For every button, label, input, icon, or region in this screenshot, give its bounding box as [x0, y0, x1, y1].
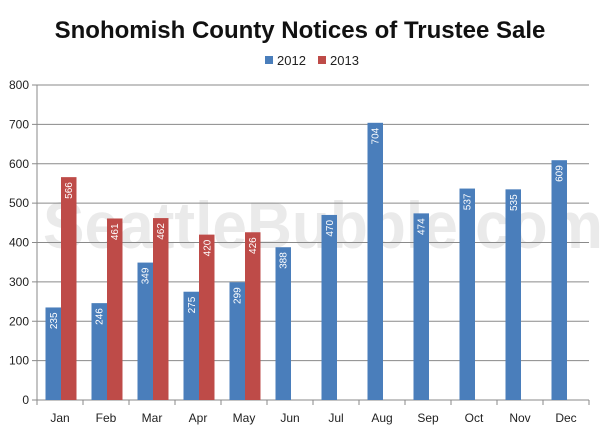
data-label: 461 [110, 223, 121, 240]
legend: 2012 2013 [265, 53, 359, 68]
data-label: 535 [509, 194, 520, 211]
bar-2012-Jan [45, 307, 61, 400]
y-tick-label: 400 [9, 236, 29, 250]
bar-2013-Jan [61, 177, 77, 400]
y-tick-label: 500 [9, 196, 29, 210]
x-tick-label: Jan [50, 411, 69, 425]
data-label: 235 [49, 312, 60, 329]
bar-2012-Nov [505, 189, 521, 400]
x-tick-label: Mar [142, 411, 163, 425]
legend-label-2012: 2012 [277, 53, 306, 68]
y-tick-label: 0 [22, 393, 29, 407]
data-label: 462 [156, 223, 167, 240]
y-axis: 0 100 200 300 400 500 600 700 800 [9, 78, 38, 407]
data-label: 349 [141, 267, 152, 284]
bar-2013-May [245, 232, 261, 400]
data-labels: 235 246 349 275 299 388 470 704 474 537 535 609 566 4… [49, 127, 566, 329]
x-tick-label: Dec [555, 411, 576, 425]
data-label: 246 [95, 308, 106, 325]
legend-swatch-2012 [265, 56, 273, 64]
bar-2012-Dec [551, 160, 567, 400]
x-tick-label: Sep [417, 411, 439, 425]
bar-2012-Oct [459, 188, 475, 400]
y-tick-label: 300 [9, 275, 29, 289]
data-label: 470 [325, 220, 336, 237]
bar-2012-Aug [367, 122, 383, 401]
data-label: 275 [187, 296, 198, 313]
x-tick-label: Jul [328, 411, 343, 425]
legend-label-2013: 2013 [330, 53, 359, 68]
legend-swatch-2013 [318, 56, 326, 64]
bar-2012-Feb [91, 303, 107, 400]
data-label: 420 [202, 239, 213, 256]
bar-2012-Mar [137, 262, 153, 400]
bar-2012-Jul [321, 214, 337, 400]
x-tick-label: Aug [371, 411, 392, 425]
bar-2012-Jun [275, 247, 291, 400]
data-label: 474 [417, 218, 428, 235]
bar-2012-May [229, 282, 245, 400]
x-tick-label: Oct [465, 411, 484, 425]
data-label: 704 [371, 127, 382, 144]
data-label: 299 [233, 287, 244, 304]
y-tick-label: 700 [9, 117, 29, 131]
y-tick-label: 800 [9, 78, 29, 92]
data-label: 566 [64, 182, 75, 199]
x-tick-label: Nov [509, 411, 530, 425]
data-label: 609 [555, 165, 566, 182]
data-label: 388 [279, 252, 290, 269]
x-tick-label: Feb [96, 411, 117, 425]
bar-2013-Mar [153, 218, 169, 400]
data-label: 426 [248, 237, 259, 254]
bar-2012-Apr [183, 291, 199, 400]
x-axis: Jan Feb Mar Apr May Jun Jul Aug Sep Oct Nov Dec [36, 399, 590, 425]
x-tick-label: Jun [280, 411, 299, 425]
y-tick-label: 200 [9, 314, 29, 328]
x-tick-label: May [233, 411, 256, 425]
bar-2013-Feb [107, 218, 123, 400]
chart-title: Snohomish County Notices of Trustee Sale [55, 17, 546, 44]
bar-2013-Apr [199, 234, 215, 400]
y-tick-label: 600 [9, 157, 29, 171]
bar-2012-Sep [413, 213, 429, 400]
y-tick-label: 100 [9, 354, 29, 368]
bars [45, 122, 567, 401]
data-label: 537 [463, 193, 474, 210]
x-tick-label: Apr [189, 411, 208, 425]
